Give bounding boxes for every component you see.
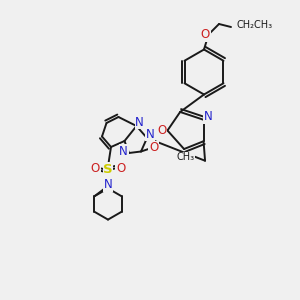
Text: CH₃: CH₃: [176, 152, 195, 162]
Text: CH₂CH₃: CH₂CH₃: [236, 20, 272, 31]
Text: O: O: [158, 124, 167, 137]
Text: N: N: [103, 178, 112, 191]
Text: O: O: [91, 161, 100, 175]
Text: N: N: [135, 116, 144, 129]
Text: N: N: [119, 145, 128, 158]
Text: S: S: [103, 163, 113, 176]
Text: O: O: [149, 141, 158, 154]
Text: O: O: [116, 161, 125, 175]
Text: O: O: [201, 28, 210, 41]
Text: N: N: [146, 128, 154, 141]
Text: N: N: [204, 110, 212, 123]
